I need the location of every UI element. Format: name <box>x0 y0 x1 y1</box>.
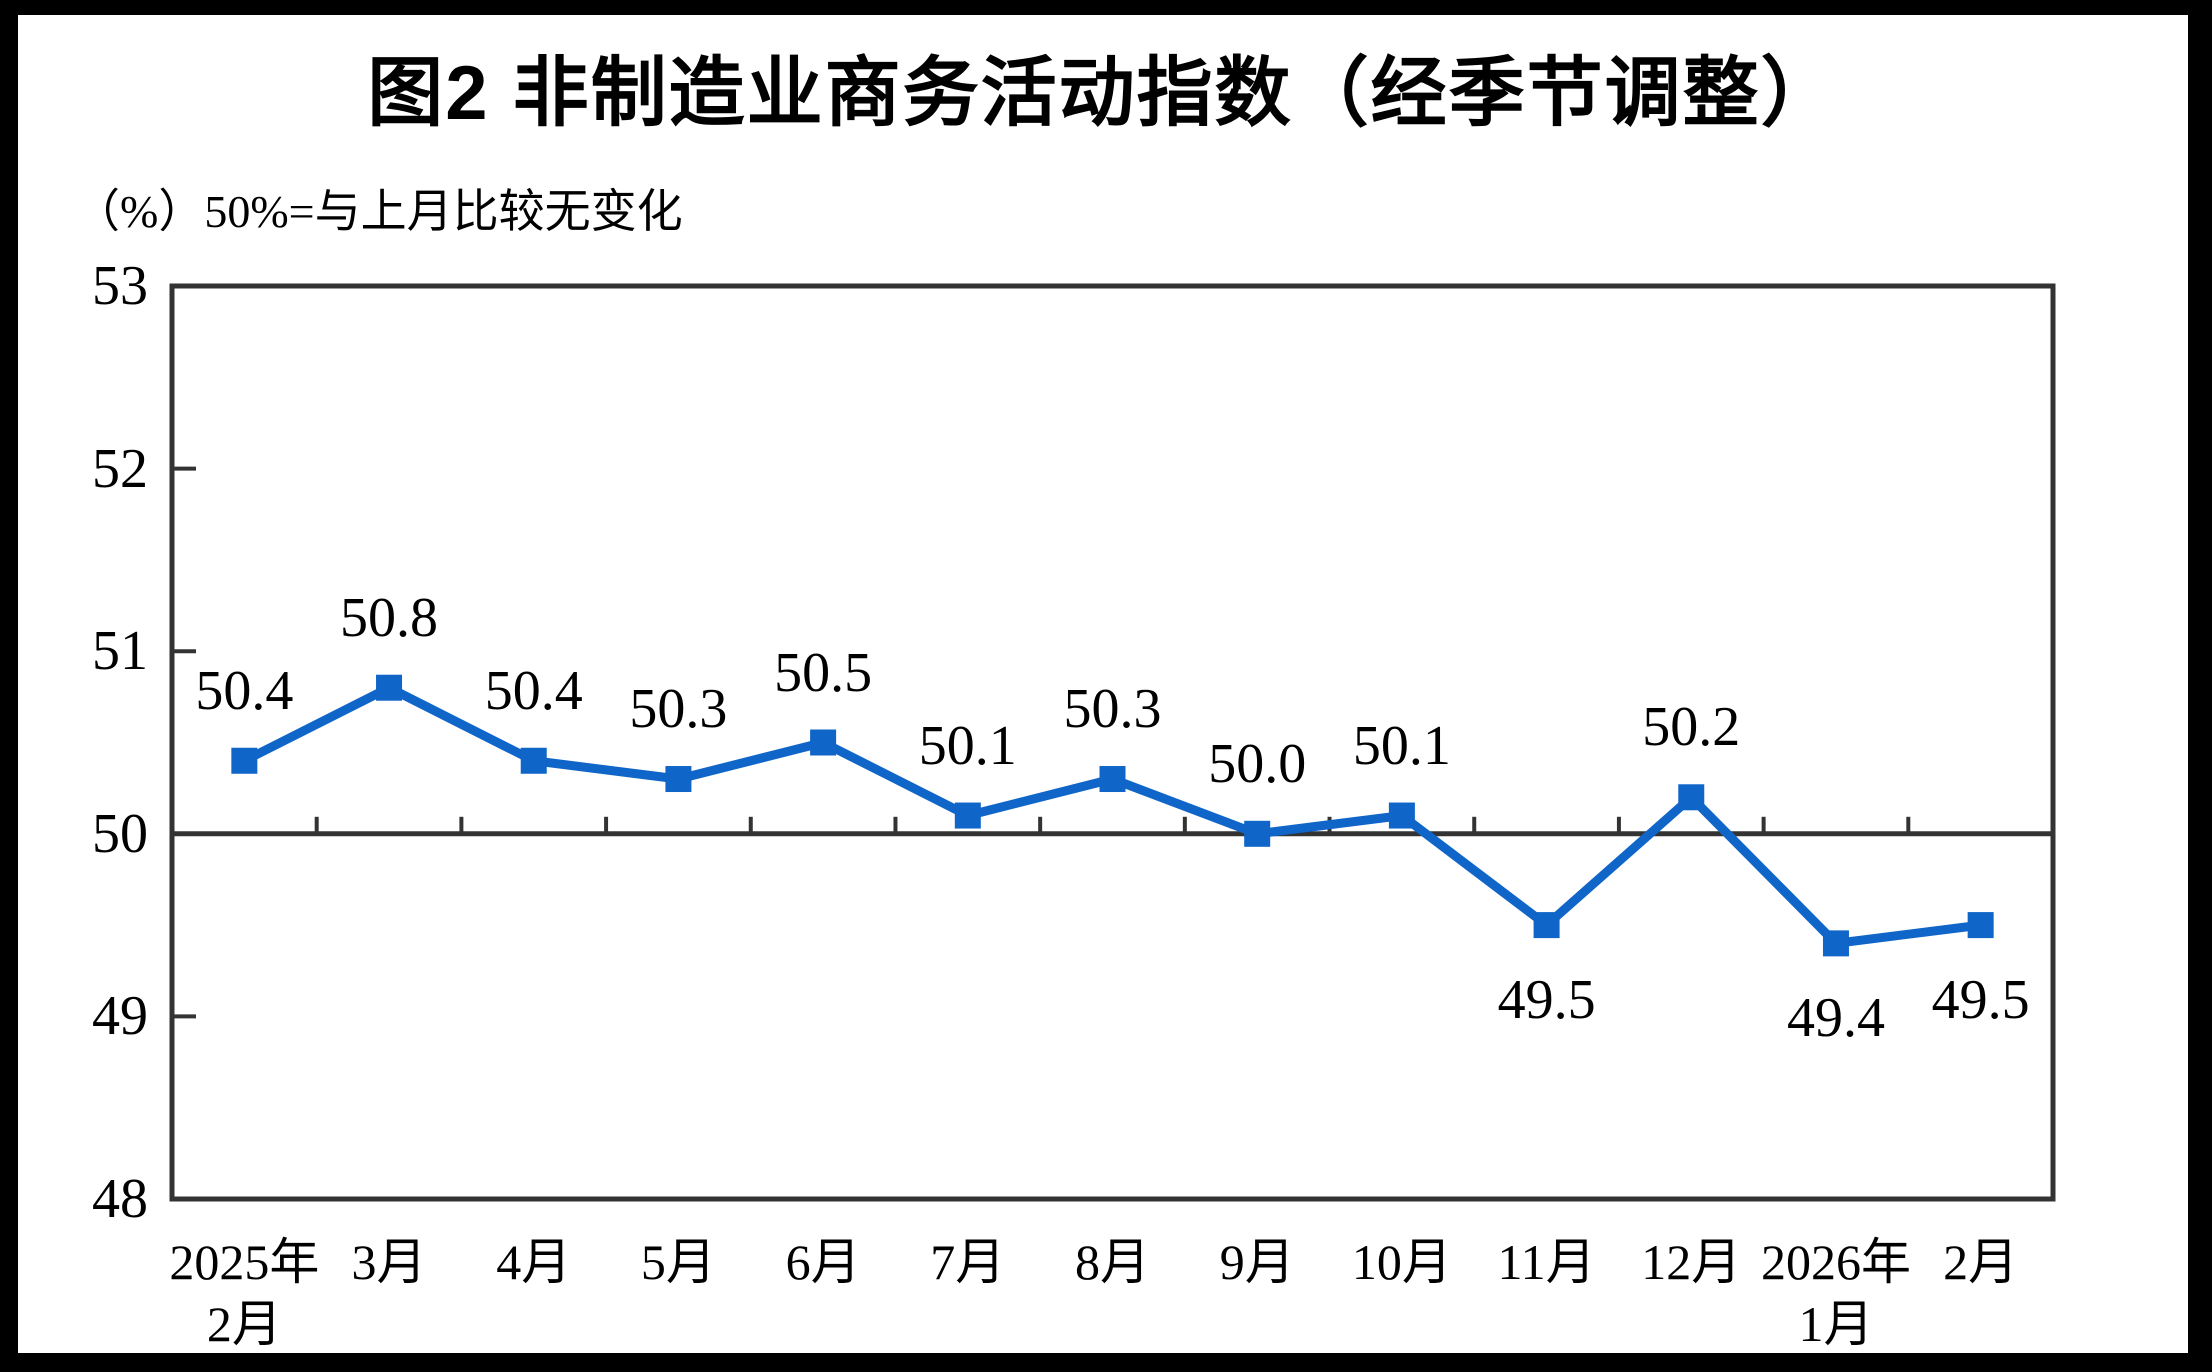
data-point-label: 50.1 <box>918 714 1017 777</box>
data-point-marker <box>1678 784 1705 811</box>
data-point-label: 50.3 <box>629 678 728 741</box>
x-axis-category-label: 2月 <box>1943 1234 2019 1290</box>
x-axis-category-label: 10月 <box>1351 1234 1452 1290</box>
data-point-label: 50.2 <box>1642 696 1741 759</box>
y-axis-tick-label: 53 <box>92 255 148 317</box>
data-point-label: 49.5 <box>1497 969 1596 1032</box>
y-axis-tick-label: 52 <box>92 437 148 500</box>
data-point-label: 49.5 <box>1931 969 2030 1032</box>
x-axis-category-label: 2026年 1月 <box>1760 1234 1911 1352</box>
data-point-label: 50.4 <box>195 659 294 722</box>
data-point-label: 50.1 <box>1352 714 1451 777</box>
data-point-marker <box>376 674 403 701</box>
x-axis-category-label: 5月 <box>640 1234 716 1290</box>
data-point-marker <box>954 802 981 829</box>
data-point-label: 50.0 <box>1208 732 1307 795</box>
data-point-marker <box>1822 930 1849 957</box>
data-point-marker <box>1533 912 1560 939</box>
plot-area <box>169 283 2056 1202</box>
x-axis-category-label: 3月 <box>351 1234 427 1290</box>
plot-frame <box>169 283 2056 1202</box>
axis-unit-note: （%）50%=与上月比较无变化 <box>74 186 683 237</box>
data-point-marker <box>231 747 258 774</box>
x-axis-category-label: 12月 <box>1641 1234 1742 1290</box>
y-axis-tick-label: 50 <box>92 802 148 865</box>
x-axis-category-label: 4月 <box>496 1234 572 1290</box>
y-axis-tick-label: 51 <box>92 620 148 683</box>
data-point-label: 49.4 <box>1786 987 1885 1050</box>
x-axis-category-label: 9月 <box>1219 1234 1295 1290</box>
x-axis-category-label: 11月 <box>1497 1234 1596 1290</box>
data-point-marker <box>1244 820 1271 847</box>
data-point-label: 50.3 <box>1063 678 1162 741</box>
x-axis-category-label: 2025年 2月 <box>169 1234 320 1352</box>
data-point-marker <box>1099 766 1126 793</box>
data-point-label: 50.5 <box>774 641 873 704</box>
x-axis-category-label: 6月 <box>785 1234 861 1290</box>
data-point-label: 50.8 <box>340 586 439 649</box>
y-axis-tick-label: 49 <box>92 985 148 1048</box>
data-point-marker <box>1388 802 1415 829</box>
y-axis-tick-label: 48 <box>92 1168 148 1230</box>
x-axis-category-label: 7月 <box>930 1234 1006 1290</box>
chart-title: 图2 非制造业商务活动指数（经季节调整） <box>367 51 1839 136</box>
data-point-label: 50.4 <box>484 659 583 722</box>
data-point-marker <box>520 747 547 774</box>
x-axis-category-label: 8月 <box>1075 1234 1150 1290</box>
data-point-marker <box>1967 912 1994 939</box>
data-point-marker <box>810 729 837 756</box>
data-point-marker <box>665 766 692 793</box>
